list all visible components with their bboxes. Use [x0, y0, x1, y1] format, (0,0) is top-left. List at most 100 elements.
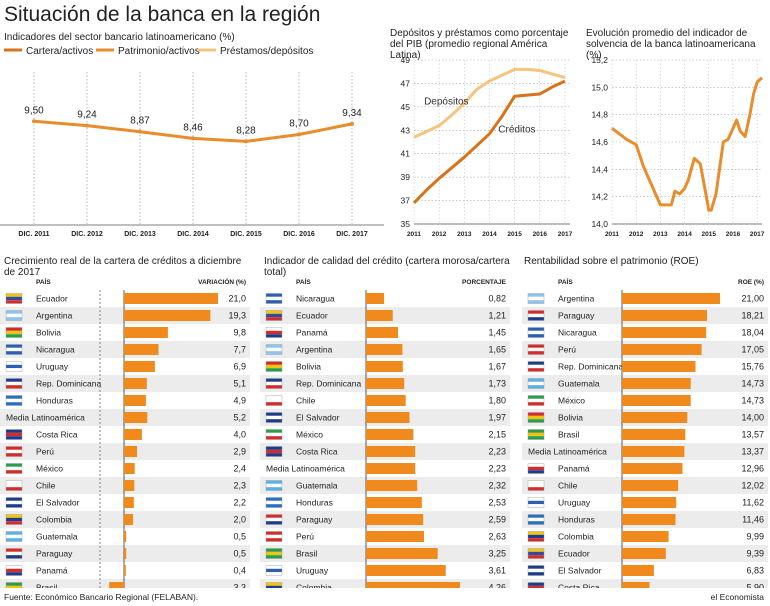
bar [622, 548, 666, 559]
country-label: Argentina [558, 294, 595, 304]
flag-icon [265, 429, 283, 440]
flag-border [527, 293, 545, 304]
flag-stripe [6, 534, 22, 539]
average-label: Media Latinoamérica [528, 447, 607, 457]
flag-stripe [528, 551, 544, 556]
flag-stripe [266, 453, 282, 457]
country-label: Guatemala [558, 379, 600, 389]
flag-border [265, 429, 283, 440]
flag-border [265, 378, 283, 389]
flag-icon [527, 531, 545, 542]
value-label: 11,46 [742, 515, 764, 525]
country-label: Argentina [36, 311, 73, 321]
x-tick-label: DIC. 2016 [283, 231, 315, 238]
bar [124, 412, 148, 423]
country-label: Ecuador [558, 549, 590, 559]
bar [366, 480, 418, 491]
flag-icon [265, 361, 283, 372]
flag-stripe [266, 351, 282, 355]
flag-stripe [266, 517, 282, 522]
country-label: México [558, 396, 585, 406]
flag-icon [5, 327, 23, 338]
flag-stripe [6, 497, 22, 501]
flag-stripe [266, 483, 282, 488]
flag-border [5, 548, 23, 559]
flag-border [265, 565, 283, 576]
flag-icon [265, 548, 283, 559]
flag-stripe [6, 531, 22, 535]
flag-stripe [6, 317, 22, 321]
flag-stripe [6, 555, 22, 559]
country-label: Rep. Dominicana [36, 379, 101, 389]
flag-border [5, 582, 23, 588]
x-tick-label: 2011 [407, 231, 421, 238]
flag-stripe [528, 378, 544, 382]
flag-icon [527, 412, 545, 423]
x-tick-label: 2012 [629, 231, 644, 238]
country-label: Nicaragua [36, 345, 75, 355]
flag-stripe [6, 296, 22, 301]
bar [124, 361, 155, 372]
flag-icon [5, 446, 23, 457]
bar [622, 378, 691, 389]
flag-stripe [528, 347, 544, 352]
chart-indicadores: Cartera/activos Patrimonio/activos Préstam… [0, 46, 384, 238]
flag-stripe [6, 347, 22, 352]
country-label: México [36, 464, 63, 474]
value-label: 2,15 [488, 430, 506, 440]
flag-stripe [266, 415, 282, 420]
flag-icon [5, 395, 23, 406]
flag-stripe [528, 521, 544, 525]
flag-stripe [6, 548, 22, 552]
country-label: Rep. Dominicana [296, 379, 361, 389]
country-label: Ecuador [296, 311, 328, 321]
value-label: 12,96 [741, 464, 764, 474]
x-tick-label: 2017 [750, 231, 765, 238]
flag-icon [265, 446, 283, 457]
legend-label-1: Patrimonio/activos [118, 46, 200, 57]
y-tick-label: 45 [401, 102, 411, 112]
x-tick-label: 2014 [677, 231, 692, 238]
flag-stripe [528, 483, 544, 488]
flag-border [5, 344, 23, 355]
country-label: Honduras [558, 515, 595, 525]
x-tick-label: 2016 [726, 231, 741, 238]
flag-stripe [266, 531, 282, 535]
flag-stripe [266, 334, 282, 338]
value-label: 2,32 [488, 481, 506, 491]
flag-icon [527, 378, 545, 389]
flag-border [5, 310, 23, 321]
country-label: Uruguay [296, 566, 329, 576]
flag-stripe [528, 419, 544, 423]
flag-border [265, 582, 283, 588]
flag-icon [265, 395, 283, 406]
flag-stripe [266, 313, 282, 318]
flag-stripe [6, 470, 22, 474]
country-label: Colombia [558, 532, 594, 542]
x-tick-label: DIC. 2015 [230, 231, 262, 238]
flag-stripe [6, 361, 22, 365]
x-tick-label: 2011 [605, 231, 619, 238]
column-header-value: ROE (%) [738, 279, 764, 286]
chart4-title: Crecimiento real de la cartera de crédit… [4, 256, 242, 278]
bar [622, 429, 686, 440]
flag-border [527, 531, 545, 542]
flag-stripe [528, 555, 544, 559]
value-label: 1,73 [488, 379, 506, 389]
flag-icon [527, 327, 545, 338]
value-label: 4,26 [488, 583, 506, 589]
bar [622, 395, 691, 406]
flag-border [265, 514, 283, 525]
value-label: 13,37 [741, 447, 764, 457]
flag-icon [5, 531, 23, 542]
flag-stripe [266, 568, 282, 573]
flag-stripe [266, 480, 282, 484]
row-background [0, 579, 250, 588]
flag-stripe [528, 514, 544, 518]
flag-border [527, 463, 545, 474]
x-tick-label: DIC. 2012 [71, 231, 103, 238]
flag-border [5, 395, 23, 406]
value-label: 1,65 [488, 345, 506, 355]
value-label: 11,62 [742, 498, 764, 508]
flag-icon [5, 548, 23, 559]
